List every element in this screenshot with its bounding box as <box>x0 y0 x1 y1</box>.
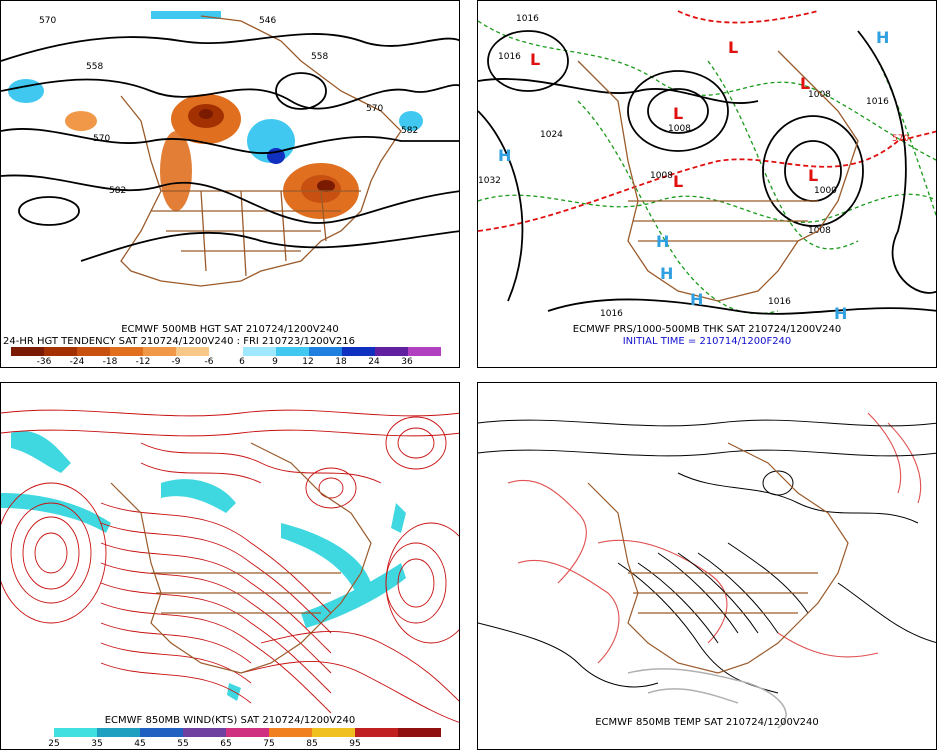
svg-text:1008: 1008 <box>668 124 691 134</box>
svg-text:570: 570 <box>93 134 110 144</box>
caption-pressure: ECMWF PRS/1000-500MB THK SAT 210724/1200… <box>572 324 842 335</box>
temp-contours-grey <box>627 668 787 729</box>
svg-text:546: 546 <box>259 16 276 26</box>
svg-text:558: 558 <box>86 62 103 72</box>
thickness-dashed-red <box>478 10 936 232</box>
svg-text:570: 570 <box>366 104 383 114</box>
wind-speed-scale-labels: 25 35 45 55 65 75 85 95 <box>48 739 361 749</box>
panel-850mb-temp: ECMWF 850MB TEMP SAT 210724/1200V240 <box>477 382 937 750</box>
svg-text:1024: 1024 <box>540 130 563 140</box>
svg-text:1032: 1032 <box>478 176 501 186</box>
caption-850mb-wind: ECMWF 850MB WIND(KTS) SAT 210724/1200V24… <box>104 715 356 726</box>
svg-text:1008: 1008 <box>808 226 831 236</box>
thickness-dashed-green <box>478 20 936 315</box>
map-500mb: 570 546 558 558 570 582 570 582 <box>1 11 459 287</box>
svg-text:582: 582 <box>401 126 418 136</box>
wind-speed-color-scale <box>11 728 441 737</box>
coastline-500mb <box>120 15 402 287</box>
wind-speed-fills <box>1 430 406 701</box>
high-symbol: H <box>660 264 673 283</box>
temp-contours-cold <box>478 419 936 694</box>
map-pressure: 1016 1016 1024 1008 1008 1016 1016 1016 … <box>478 10 936 323</box>
temp-contours-warm <box>507 412 922 664</box>
high-symbol: H <box>498 146 511 165</box>
tendency-scale-labels: -36 -24 -18 -12 -9 -6 6 9 12 18 24 36 <box>36 357 413 367</box>
svg-text:570: 570 <box>39 16 56 26</box>
svg-text:1016: 1016 <box>866 97 889 107</box>
svg-text:1008: 1008 <box>808 90 831 100</box>
coastline-pressure <box>577 50 859 302</box>
low-symbol: L <box>673 104 683 123</box>
low-symbol: L <box>673 172 683 191</box>
caption-500mb: ECMWF 500MB HGT SAT 210724/1200V240 <box>121 324 339 335</box>
coastline-850mb-temp <box>587 442 849 674</box>
isobars <box>478 30 936 315</box>
low-symbol: L <box>808 166 818 185</box>
coastline-850mb <box>110 442 372 674</box>
high-symbol: H <box>834 304 847 323</box>
caption-tendency: 24-HR HGT TENDENCY SAT 210724/1200V240 :… <box>3 336 355 347</box>
map-850mb-wind <box>1 409 459 723</box>
pressure-labels: 1016 1016 1024 1008 1008 1016 1016 1016 … <box>478 14 909 319</box>
high-symbol: H <box>690 290 703 309</box>
svg-text:1000: 1000 <box>814 186 837 196</box>
height-contours <box>1 33 459 262</box>
svg-text:570: 570 <box>892 134 909 144</box>
svg-text:1016: 1016 <box>768 297 791 307</box>
high-symbol: H <box>656 232 669 251</box>
panel-850mb-wind: ECMWF 850MB WIND(KTS) SAT 210724/1200V24… <box>0 382 460 750</box>
tendency-color-scale <box>11 347 442 356</box>
caption-850mb-temp: ECMWF 850MB TEMP SAT 210724/1200V240 <box>595 717 819 728</box>
low-symbol: L <box>800 74 810 93</box>
svg-text:558: 558 <box>311 52 328 62</box>
low-symbol: L <box>728 38 738 57</box>
svg-text:1016: 1016 <box>516 14 539 24</box>
caption-initial-time: INITIAL TIME = 210714/1200F240 <box>622 336 792 347</box>
svg-text:1016: 1016 <box>498 52 521 62</box>
panel-pressure-thickness: 1016 1016 1024 1008 1008 1016 1016 1016 … <box>477 0 937 368</box>
pressure-centers: L L L L L L H H H H H H <box>498 28 889 323</box>
contour-labels-500mb: 570 546 558 558 570 582 570 582 <box>39 16 418 196</box>
svg-text:1008: 1008 <box>650 171 673 181</box>
panel-500mb-height: 570 546 558 558 570 582 570 582 ECMWF 50… <box>0 0 460 368</box>
streamlines <box>1 409 459 723</box>
low-symbol: L <box>530 50 540 69</box>
svg-text:1016: 1016 <box>600 309 623 319</box>
map-850mb-temp <box>478 412 936 729</box>
svg-text:582: 582 <box>109 186 126 196</box>
high-symbol: H <box>876 28 889 47</box>
